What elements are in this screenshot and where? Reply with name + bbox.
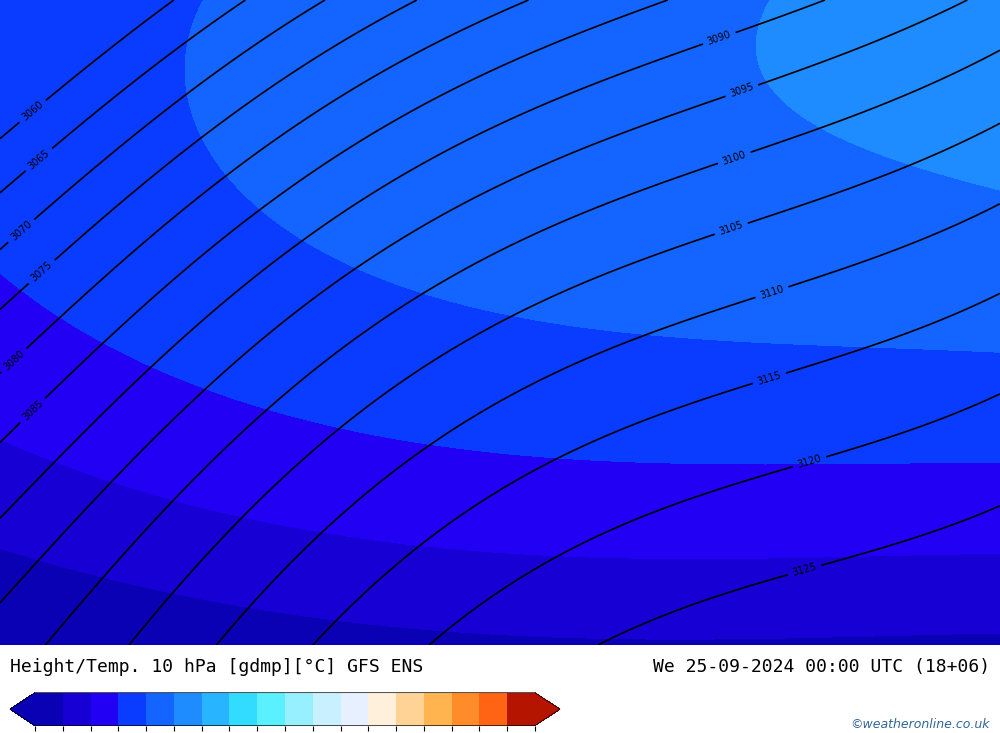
Text: 3110: 3110 <box>759 284 785 301</box>
Text: 3090: 3090 <box>706 29 733 47</box>
PathPatch shape <box>535 693 560 726</box>
Text: 3075: 3075 <box>29 259 54 284</box>
Text: We 25-09-2024 00:00 UTC (18+06): We 25-09-2024 00:00 UTC (18+06) <box>653 658 990 677</box>
Text: 3120: 3120 <box>796 454 823 470</box>
Text: 3065: 3065 <box>26 148 51 172</box>
Text: 3115: 3115 <box>756 369 783 386</box>
Text: 3070: 3070 <box>9 219 34 243</box>
Text: 3085: 3085 <box>20 398 45 423</box>
Text: 3080: 3080 <box>2 348 26 372</box>
Text: ©weatheronline.co.uk: ©weatheronline.co.uk <box>850 718 990 732</box>
PathPatch shape <box>10 693 35 726</box>
Text: 3105: 3105 <box>718 220 745 237</box>
Text: 3125: 3125 <box>791 562 818 578</box>
Text: 3060: 3060 <box>20 100 45 123</box>
Text: 3100: 3100 <box>721 149 748 166</box>
Text: 3095: 3095 <box>729 82 755 100</box>
Text: Height/Temp. 10 hPa [gdmp][°C] GFS ENS: Height/Temp. 10 hPa [gdmp][°C] GFS ENS <box>10 658 423 677</box>
